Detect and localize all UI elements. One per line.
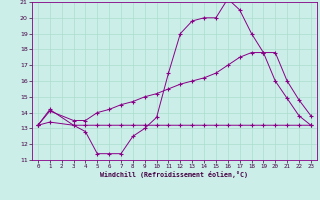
X-axis label: Windchill (Refroidissement éolien,°C): Windchill (Refroidissement éolien,°C) [100,171,248,178]
